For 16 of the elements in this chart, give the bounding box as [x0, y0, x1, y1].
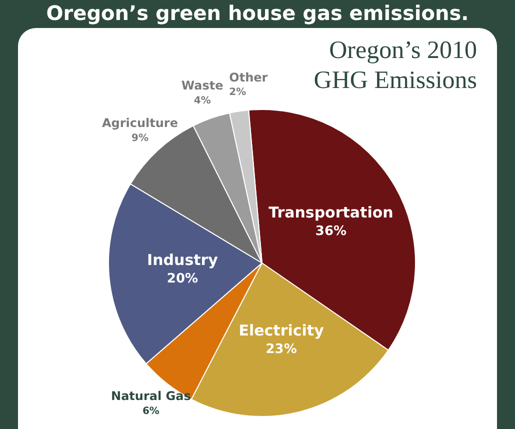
data-label: 36% — [315, 224, 347, 240]
data-label: 6% — [142, 406, 160, 417]
data-label: 23% — [266, 342, 297, 357]
slice-label: Agriculture — [102, 116, 178, 130]
data-label: 2% — [229, 87, 246, 98]
slice-label: Other — [229, 70, 268, 84]
slice-label: Electricity — [238, 321, 324, 340]
data-label: 4% — [194, 95, 211, 106]
slice-label: Industry — [147, 250, 218, 269]
slice-label: Waste — [181, 78, 224, 93]
data-label: 20% — [166, 271, 198, 286]
slice-label: Transportation — [268, 204, 394, 222]
data-label: 9% — [131, 133, 148, 144]
chart-subtitle: Oregon’s 2010 GHG Emissions — [312, 36, 477, 96]
slice-label: Natural Gas — [111, 389, 191, 404]
chart-title: Oregon’s green house gas emissions. — [45, 0, 470, 26]
